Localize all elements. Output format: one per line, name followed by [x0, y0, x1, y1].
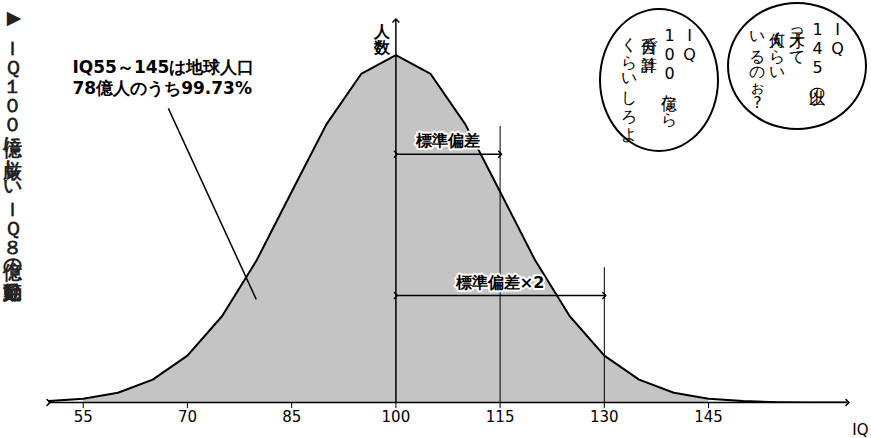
html-text:天才って: 天才って [788, 20, 807, 57]
svg-text:標準偏差×2: 標準偏差×2 [455, 273, 545, 292]
svg-text:人数: 人数 [373, 22, 391, 57]
svg-text:130: 130 [590, 408, 619, 426]
html-text:IQ: IQ [828, 20, 847, 58]
svg-text:85: 85 [282, 408, 301, 426]
svg-text:70: 70 [178, 408, 197, 426]
html-text:▶ＩＱ１００億に厳しいＩＱ８億の節足動: ▶ＩＱ１００億に厳しいＩＱ８億の節足動 [3, 6, 25, 268]
svg-text:55: 55 [74, 408, 93, 426]
html-text:くらいしろよ: くらいしろよ [620, 26, 639, 134]
html-text:100億なら: 100億なら [660, 26, 679, 119]
svg-text:IQ: IQ [852, 421, 868, 438]
html-text:自分で計算: 自分で計算 [640, 26, 659, 44]
html-text:145以上の: 145以上の [808, 20, 827, 95]
svg-text:IQ55～145は地球人口78億人のうち99.73%: IQ55～145は地球人口78億人のうち99.73% [72, 57, 254, 97]
html-text:IQ: IQ [680, 26, 699, 64]
svg-text:標準偏差: 標準偏差 [415, 131, 480, 150]
html-text:いるのぉ?: いるのぉ? [748, 20, 767, 112]
html-text:何人くらい: 何人くらい [768, 20, 787, 74]
svg-text:100: 100 [382, 408, 411, 426]
svg-text:115: 115 [486, 408, 515, 426]
svg-text:145: 145 [694, 408, 723, 426]
